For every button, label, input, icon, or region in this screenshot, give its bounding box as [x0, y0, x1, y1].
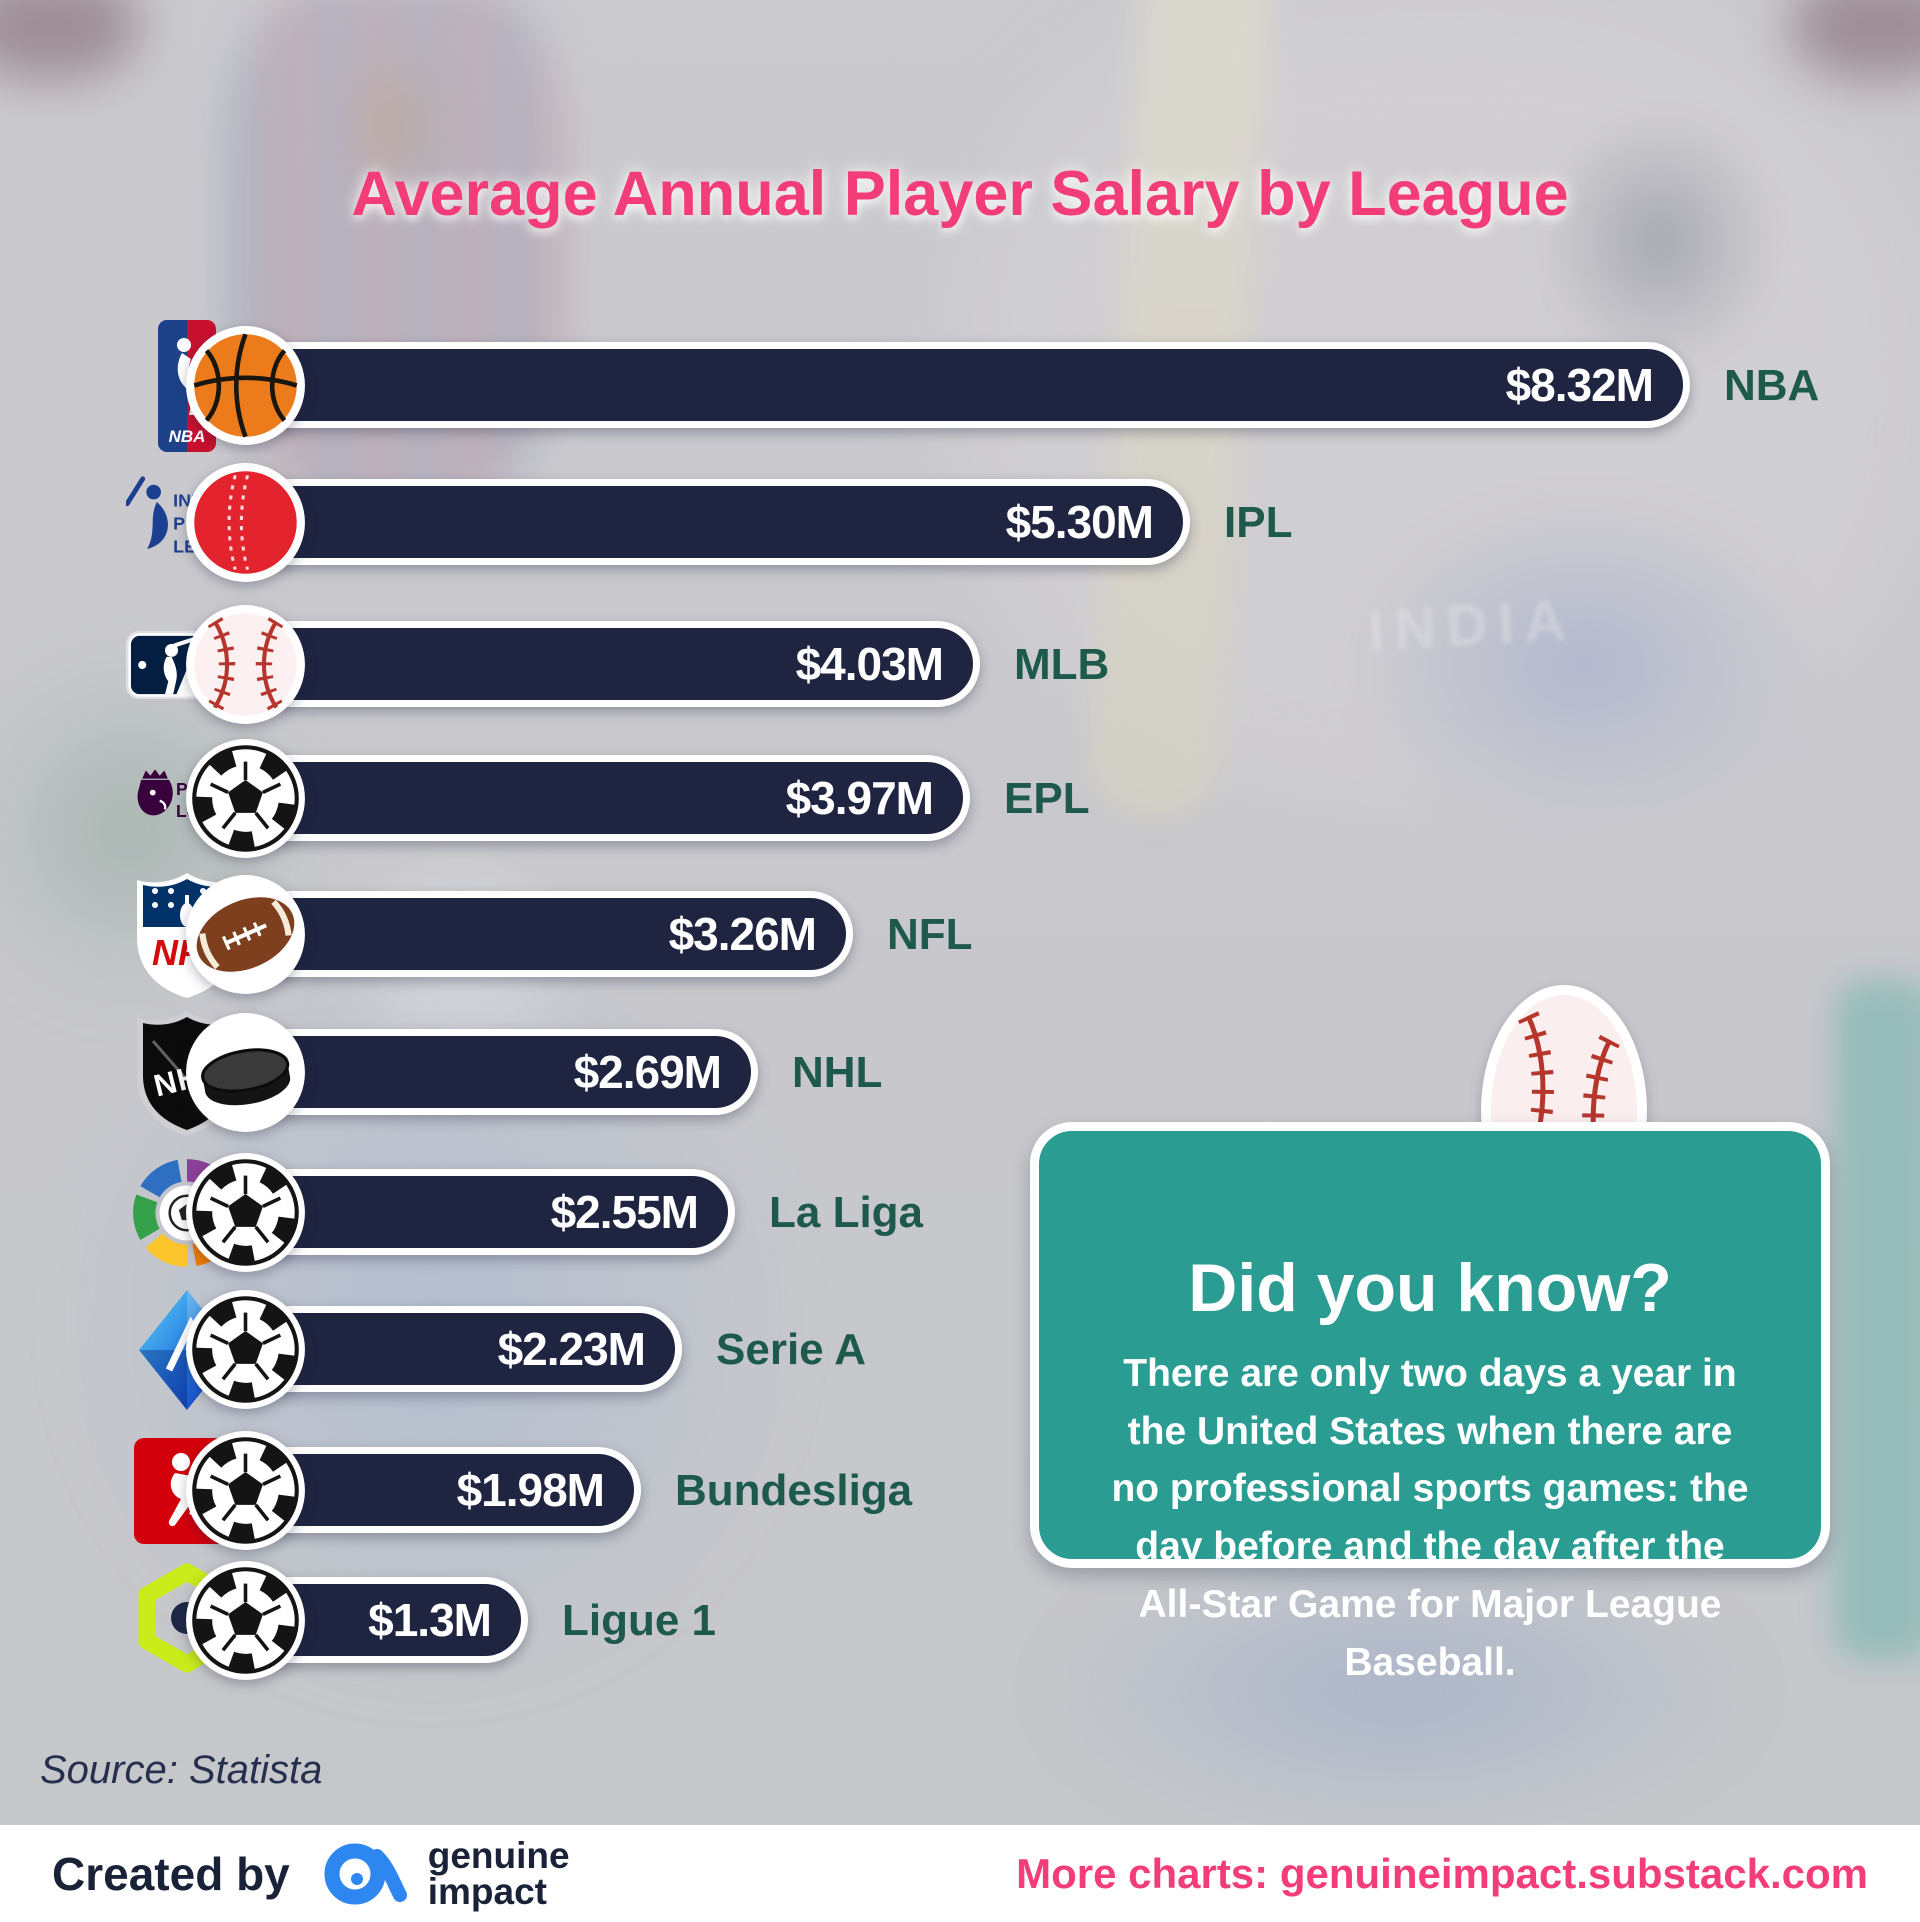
league-label: EPL	[1004, 773, 1090, 823]
salary-bar: $8.32M	[245, 342, 1690, 428]
ball-icon	[184, 1559, 307, 1682]
did-you-know-body: There are only two days a year in the Un…	[1111, 1352, 1749, 1684]
league-row: $2.55M La Liga	[0, 1144, 1920, 1281]
ball-icon	[184, 737, 307, 860]
created-by-label: Created by	[52, 1847, 290, 1900]
soccer-ball-icon	[186, 1153, 305, 1272]
salary-bar: $3.97M	[245, 755, 970, 841]
salary-value: $1.98M	[456, 1464, 605, 1516]
source-note: Source: Statista	[40, 1748, 323, 1792]
salary-bar: $4.03M	[245, 621, 980, 707]
ball-icon	[184, 1011, 307, 1134]
salary-value: $3.26M	[668, 908, 817, 960]
ball-icon	[184, 1429, 307, 1552]
genuine-impact-logo-icon	[324, 1843, 407, 1904]
page-title: Average Annual Player Salary by League	[351, 159, 1569, 230]
bg-blob-barca-shirt	[225, 0, 565, 520]
brand-line2: impact	[427, 1870, 548, 1912]
hockey-puck-icon	[186, 1013, 305, 1132]
soccer-ball-icon	[186, 1431, 305, 1550]
league-label: NBA	[1724, 360, 1820, 410]
salary-value: $2.69M	[573, 1046, 722, 1098]
cricket-ball-icon	[186, 463, 305, 582]
brand-name: genuine impact	[427, 1835, 570, 1912]
more-charts-link[interactable]: More charts: genuineimpact.substack.com	[1016, 1849, 1868, 1897]
league-label: La Liga	[769, 1187, 924, 1237]
bg-blob	[1540, 110, 1780, 370]
salary-bar: $2.23M	[245, 1306, 682, 1392]
bg-blob	[1350, 500, 1820, 830]
league-row: NBA $8.32M NBA	[0, 317, 1920, 454]
salary-bar: $3.26M	[245, 891, 853, 977]
ball-icon	[184, 603, 307, 726]
brand-line1: genuine	[427, 1835, 570, 1877]
soccer-ball-icon	[186, 739, 305, 858]
ball-icon	[184, 1151, 307, 1274]
svg-text:NBA: NBA	[169, 427, 206, 446]
baseball-icon	[186, 605, 305, 724]
soccer-ball-icon	[186, 1561, 305, 1680]
league-row: $1.98M Bundesliga	[0, 1422, 1920, 1559]
bg-blob	[320, 30, 470, 220]
salary-value: $8.32M	[1505, 359, 1654, 411]
did-you-know-heading: Did you know?	[1188, 1250, 1672, 1326]
ball-icon	[184, 873, 307, 996]
bg-blob	[1834, 980, 1920, 1660]
league-row: INDIAN® PREMIER LEAGUE $5.30M IPL	[0, 454, 1920, 591]
salary-bar: $2.55M	[245, 1169, 735, 1255]
salary-bar: $5.30M	[245, 479, 1190, 565]
league-row: NHL $2.69M NHL	[0, 1004, 1920, 1141]
salary-value: $2.55M	[550, 1186, 699, 1238]
ball-icon	[184, 324, 307, 447]
league-row: $4.03M MLB	[0, 596, 1920, 733]
salary-value: $5.30M	[1005, 496, 1154, 548]
salary-value: $4.03M	[795, 638, 944, 690]
league-label: MLB	[1014, 639, 1110, 689]
league-label: NHL	[792, 1047, 883, 1097]
league-row: $2.23M Serie A	[0, 1281, 1920, 1418]
footer-bar: Created by genuine impact More charts: g…	[0, 1825, 1920, 1922]
soccer-ball-icon	[186, 1290, 305, 1409]
league-label: Ligue 1	[562, 1595, 717, 1645]
salary-value: $3.97M	[785, 772, 934, 824]
league-label: NFL	[887, 909, 973, 959]
did-you-know-card: Did you know? There are only two days a …	[1030, 1122, 1830, 1684]
league-row: NFL $3.26M NFL	[0, 866, 1920, 1003]
salary-bar: $2.69M	[245, 1029, 758, 1115]
league-label: Bundesliga	[675, 1465, 913, 1515]
league-row: $1.3M Ligue 1	[0, 1552, 1920, 1689]
ball-icon	[184, 1288, 307, 1411]
salary-value: $1.3M	[368, 1594, 492, 1646]
salary-value: $2.23M	[497, 1323, 646, 1375]
league-row: Premier League $3.97M EPL	[0, 730, 1920, 867]
bg-blob	[1030, 1540, 1770, 1840]
basketball-icon	[186, 326, 305, 445]
ball-icon	[184, 461, 307, 584]
league-label: IPL	[1224, 497, 1293, 547]
salary-bar: $1.98M	[245, 1447, 641, 1533]
american-football-icon	[186, 875, 305, 994]
league-label: Serie A	[716, 1324, 867, 1374]
